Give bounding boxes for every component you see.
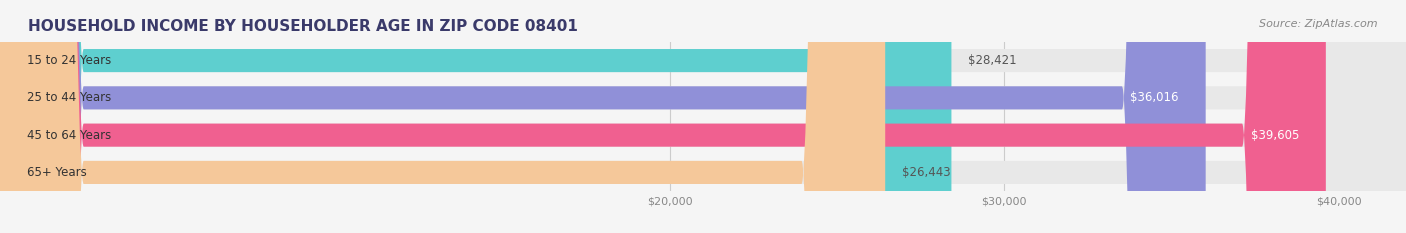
Text: Source: ZipAtlas.com: Source: ZipAtlas.com <box>1260 19 1378 29</box>
Text: 15 to 24 Years: 15 to 24 Years <box>27 54 111 67</box>
Text: HOUSEHOLD INCOME BY HOUSEHOLDER AGE IN ZIP CODE 08401: HOUSEHOLD INCOME BY HOUSEHOLDER AGE IN Z… <box>28 19 578 34</box>
Text: $36,016: $36,016 <box>1130 91 1178 104</box>
FancyBboxPatch shape <box>0 0 1206 233</box>
Text: 45 to 64 Years: 45 to 64 Years <box>27 129 111 142</box>
FancyBboxPatch shape <box>0 0 886 233</box>
Text: 65+ Years: 65+ Years <box>27 166 87 179</box>
FancyBboxPatch shape <box>0 0 952 233</box>
Text: 25 to 44 Years: 25 to 44 Years <box>27 91 111 104</box>
Text: $28,421: $28,421 <box>969 54 1017 67</box>
Text: $39,605: $39,605 <box>1251 129 1299 142</box>
FancyBboxPatch shape <box>0 0 1326 233</box>
Text: $26,443: $26,443 <box>903 166 950 179</box>
